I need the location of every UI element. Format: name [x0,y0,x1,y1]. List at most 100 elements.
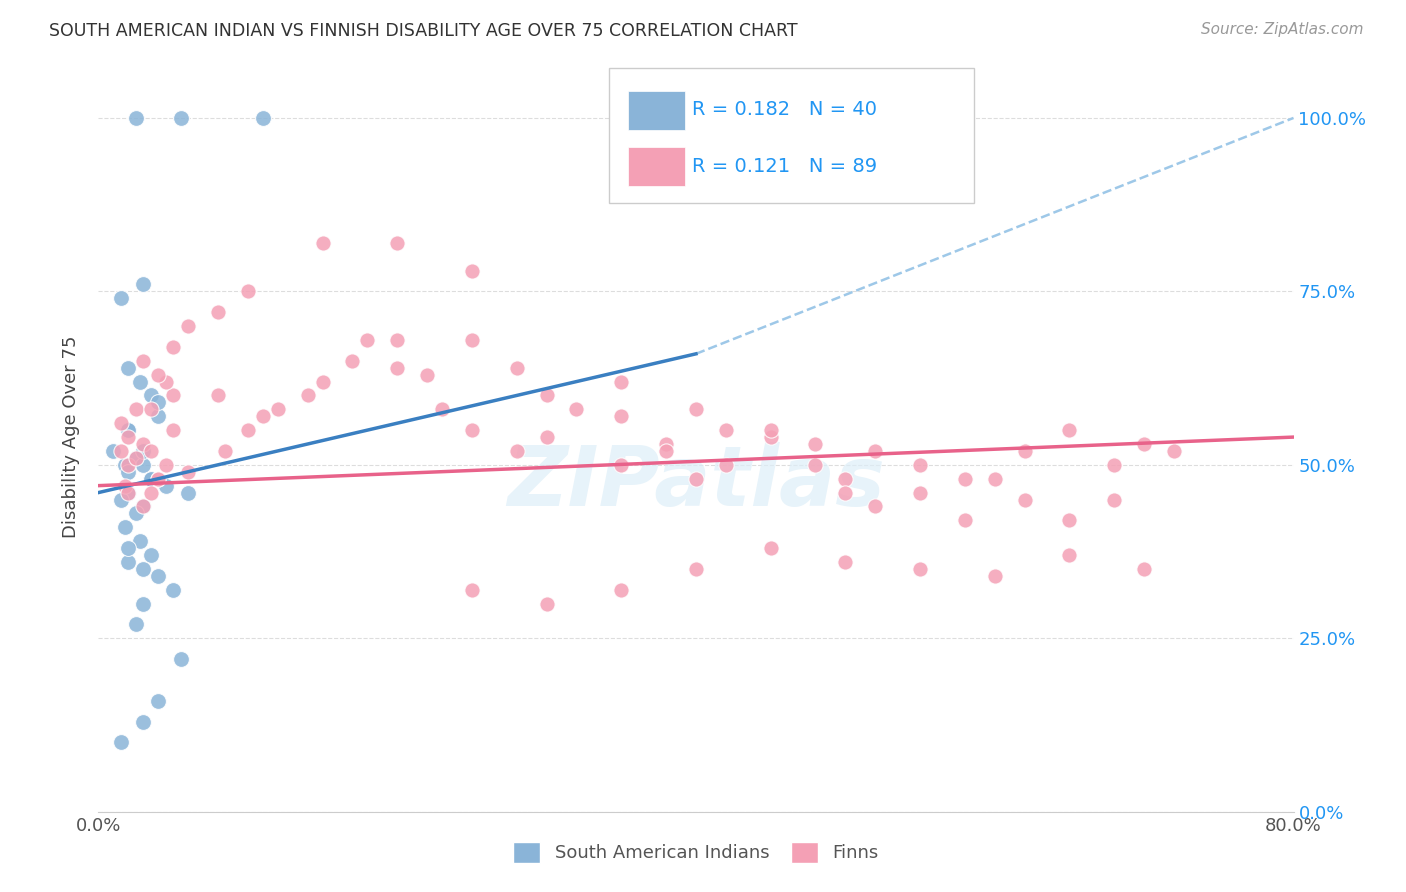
Point [1163,444,1185,458]
Point [865,500,887,514]
Point [148,694,170,708]
Text: ZIPatlas: ZIPatlas [508,442,884,523]
Point [132,500,155,514]
Point [139,548,162,562]
Point [759,430,782,444]
Legend: South American Indians, Finns: South American Indians, Finns [506,835,886,870]
Text: R = 0.182   N = 40: R = 0.182 N = 40 [692,100,877,120]
Point [236,285,259,299]
Point [117,555,139,569]
Point [177,485,200,500]
Point [536,430,558,444]
Point [311,235,333,250]
Point [430,402,453,417]
Point [139,472,162,486]
Point [461,263,484,277]
Point [506,360,529,375]
Point [908,562,931,576]
Point [834,485,856,500]
Point [536,597,558,611]
Point [610,458,633,472]
Point [139,472,162,486]
FancyBboxPatch shape [609,68,974,203]
Point [110,735,132,749]
Point [155,478,177,492]
Point [714,423,737,437]
Point [162,582,184,597]
Point [685,472,707,486]
Point [297,388,319,402]
Point [117,541,139,555]
Point [162,388,184,402]
Point [125,507,148,521]
Point [1133,437,1156,451]
Point [110,416,132,430]
Point [148,395,170,409]
Point [132,714,155,729]
Point [114,520,136,534]
Point [610,375,633,389]
Point [110,492,132,507]
FancyBboxPatch shape [628,91,685,130]
Point [207,305,229,319]
Point [169,111,191,125]
Point [236,423,259,437]
Point [953,513,976,527]
Point [148,472,170,486]
Point [385,235,409,250]
Point [132,277,155,292]
Point [114,478,136,492]
Point [252,111,274,125]
Point [125,111,148,125]
Point [129,375,152,389]
Text: R = 0.121   N = 89: R = 0.121 N = 89 [692,157,877,176]
Point [139,485,162,500]
Point [804,437,827,451]
Point [117,465,139,479]
Point [155,375,177,389]
Point [908,485,931,500]
Point [125,450,148,465]
Point [685,562,707,576]
Point [148,569,170,583]
Point [148,409,170,424]
Point [169,652,191,666]
Point [1059,423,1081,437]
Point [117,458,139,472]
Point [536,388,558,402]
Point [132,437,155,451]
Point [125,402,148,417]
Point [655,444,678,458]
Point [506,444,529,458]
Point [685,402,707,417]
Point [125,617,148,632]
Point [1014,444,1036,458]
Point [1133,562,1156,576]
Point [385,360,409,375]
Point [953,472,976,486]
Point [155,458,177,472]
Point [461,582,484,597]
Point [908,458,931,472]
FancyBboxPatch shape [628,147,685,186]
Point [177,465,200,479]
Point [132,353,155,368]
Point [1059,548,1081,562]
Point [311,375,333,389]
Point [714,458,737,472]
Point [117,423,139,437]
Point [1014,492,1036,507]
Point [162,423,184,437]
Point [356,333,378,347]
Point [984,569,1007,583]
Point [385,333,409,347]
Point [132,458,155,472]
Point [117,360,139,375]
Point [139,402,162,417]
Point [117,430,139,444]
Point [129,534,152,549]
Point [125,450,148,465]
Point [461,333,484,347]
Point [148,472,170,486]
Text: SOUTH AMERICAN INDIAN VS FINNISH DISABILITY AGE OVER 75 CORRELATION CHART: SOUTH AMERICAN INDIAN VS FINNISH DISABIL… [49,22,797,40]
